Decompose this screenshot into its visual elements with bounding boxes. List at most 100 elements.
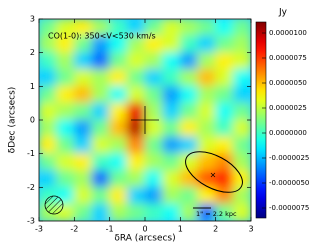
heatmap-cell [144,85,164,104]
heatmap-cell [179,19,199,37]
heatmap-cell [197,136,217,155]
colorbar-tick-label: 0.0000075 [269,54,307,62]
heatmap-cell [162,186,181,205]
heatmap-cell [91,102,111,121]
colorbar-tick-label: -0.0000025 [269,154,309,162]
heatmap-cell [144,35,164,54]
heatmap-cell [179,186,199,205]
heatmap-cell [232,85,251,104]
colorbar-label: Jy [278,8,288,18]
heatmap-cell [162,102,181,121]
heatmap-cell [179,136,199,155]
heatmap-cell [39,119,58,138]
heatmap-cell [144,153,164,171]
heatmap-cell [197,153,217,171]
heatmap-cell [197,52,217,70]
heatmap-cell [91,85,111,104]
heatmap-cell [179,119,199,138]
marker: × [210,171,217,180]
heatmap-cell [39,153,58,171]
heatmap-cell [39,69,58,87]
heatmap-cell [56,85,75,104]
y-tick-label: 0 [30,116,35,125]
heatmap-cell [197,69,217,87]
heatmap-cell [162,153,181,171]
heatmap-cell [144,203,164,221]
heatmap-cell [232,69,251,87]
heatmap-cell [162,69,181,87]
heatmap-cell [197,85,217,104]
heatmap-cell [56,52,75,70]
heatmap-cell [91,153,111,171]
heatmap-cell [91,35,111,54]
heatmap-cell [73,102,93,121]
heatmap-cell [109,69,128,87]
heatmap-cell [73,136,93,155]
heatmap-cell [91,203,111,221]
colorbar-tick-label: -0.0000075 [269,204,309,212]
heatmap-cell [56,136,75,155]
heatmap-cell [73,85,93,104]
heatmap-cell [56,69,75,87]
heatmap-cell [197,119,217,138]
x-tick-label: 3 [248,225,253,234]
y-tick-label: 3 [30,15,35,24]
heatmap-cell [197,19,217,37]
heatmap-cell [215,69,234,87]
heatmap-cell [73,186,93,205]
heatmap-cell [91,186,111,205]
x-tick-label: -2 [70,225,78,234]
heatmap-cell [162,203,181,221]
heatmap-cell [179,102,199,121]
heatmap-cell [179,85,199,104]
heatmap-cell [215,136,234,155]
heatmap-cell [73,203,93,221]
heatmap-cell [73,69,93,87]
heatmap-cell [232,186,251,205]
heatmap-cell [91,170,111,188]
heatmap-cell [39,35,58,54]
heatmap-cell [39,136,58,155]
heatmap-cell [73,153,93,171]
heatmap-cell [215,19,234,37]
heatmap-cell [126,136,146,155]
aperture-ellipse [185,151,243,193]
heatmap-cell [109,203,128,221]
heatmap-cell [109,19,128,37]
heatmap-cell [215,52,234,70]
x-tick-label: 2 [213,225,218,234]
colorbar-tick-label: 0.0000050 [269,79,307,87]
heatmap-cell [109,119,128,138]
heatmap-cell [109,52,128,70]
heatmap-cell [56,119,75,138]
heatmap-cell [162,119,181,138]
heatmap-cell [91,136,111,155]
heatmap-cell [126,153,146,171]
heatmap-cell [73,119,93,138]
heatmap-cell [144,119,164,138]
heatmap-cell [144,19,164,37]
heatmap-cell [179,52,199,70]
overlay: × 1" = 2.2 kpc CO(1-0): 350<V<530 km/s [44,32,243,218]
heatmap-cell [162,136,181,155]
heatmap-cell [73,19,93,37]
heatmap-cell [91,19,111,37]
heatmap-cell [126,170,146,188]
heatmap-cell [73,52,93,70]
heatmap-cell [56,153,75,171]
y-tick-label: 2 [30,48,35,57]
x-tick-label: 0 [142,225,147,234]
heatmap-cell [215,186,234,205]
heatmap-cell [126,35,146,54]
heatmap-cell [91,119,111,138]
heatmap-cell [232,52,251,70]
y-axis-label: δDec (arcsecs) [8,87,18,154]
y-tick-label: 1 [30,82,35,91]
x-tick-label: -1 [106,225,114,234]
heatmap-cell [232,153,251,171]
colorbar-tick-label: 0.0000100 [269,29,307,37]
heatmap-cell [126,203,146,221]
heatmap-cell [197,186,217,205]
heatmap-cell [179,170,199,188]
y-tick-label: -2 [27,183,35,192]
